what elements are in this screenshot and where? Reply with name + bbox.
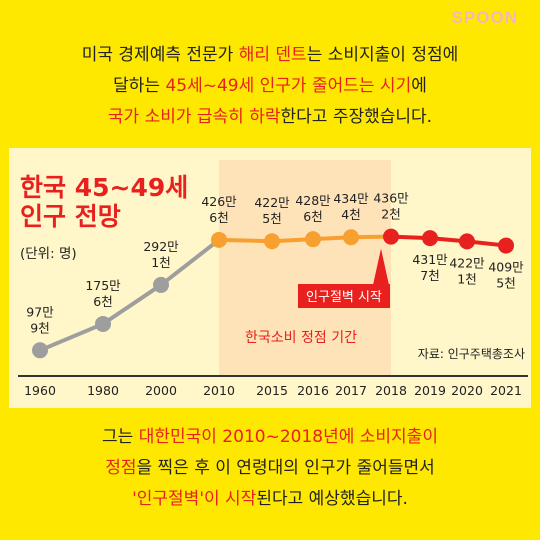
point-label-2019-a: 431만 bbox=[412, 252, 448, 267]
x-tick-1960: 1960 bbox=[24, 383, 56, 398]
data-point-1980 bbox=[95, 315, 111, 332]
x-tick-2017: 2017 bbox=[335, 383, 367, 398]
point-label-2010-b: 6천 bbox=[209, 210, 228, 225]
data-point-1960 bbox=[32, 342, 48, 359]
spoon-logo: SPOON bbox=[451, 8, 518, 27]
data-point-2020 bbox=[459, 233, 475, 250]
point-label-2021-a: 409만 bbox=[488, 260, 524, 275]
highlight-text: 국가 소비가 급속히 하락 bbox=[107, 107, 281, 127]
source-label: 자료: 인구주택총조사 bbox=[418, 347, 525, 361]
x-tick-2016: 2016 bbox=[297, 383, 329, 398]
point-label-2021-b: 5천 bbox=[496, 276, 515, 291]
x-tick-2015: 2015 bbox=[256, 383, 288, 398]
data-point-2015 bbox=[264, 233, 280, 250]
chart-title-line-1: 한국 45~49세 bbox=[20, 173, 188, 202]
body-text: 을 찍은 후 이 연령대의 인구가 줄어들면서 bbox=[136, 458, 435, 478]
outro-text: 그는 대한민국이 2010~2018년에 소비지출이 정점을 찍은 후 이 연령… bbox=[0, 422, 540, 515]
data-point-2018 bbox=[383, 228, 399, 245]
x-tick-2000: 2000 bbox=[145, 383, 177, 398]
unit-label: (단위: 명) bbox=[20, 246, 77, 262]
x-tick-2010: 2010 bbox=[203, 383, 235, 398]
peak-period-label: 한국소비 정점 기간 bbox=[245, 330, 357, 346]
intro-text: 미국 경제예측 전문가 해리 덴트는 소비지출이 정점에 달하는 45세~49세… bbox=[0, 40, 540, 133]
point-label-2018-b: 2천 bbox=[381, 207, 400, 222]
point-label-2017-a: 434만 bbox=[333, 191, 369, 206]
point-label-2018-a: 436만 bbox=[373, 191, 409, 206]
highlight-text: 45세~49세 인구가 줄어드는 시기 bbox=[165, 76, 412, 96]
peak-period-band bbox=[219, 160, 391, 376]
body-text: 된다고 예상했습니다. bbox=[256, 489, 408, 509]
point-label-1960-b: 9천 bbox=[30, 320, 49, 335]
point-label-2010-a: 426만 bbox=[201, 194, 237, 209]
body-text: 미국 경제예측 전문가 bbox=[81, 45, 239, 65]
highlight-text: 대한민국이 2010~2018년에 소비지출이 bbox=[138, 427, 438, 447]
point-label-2000-a: 292만 bbox=[143, 239, 179, 254]
intro-line-1: 미국 경제예측 전문가 해리 덴트는 소비지출이 정점에 bbox=[0, 40, 540, 71]
body-text: 달하는 bbox=[113, 76, 166, 96]
data-point-2010 bbox=[211, 231, 227, 248]
chart-title-line-2: 인구 전망 bbox=[20, 202, 121, 231]
point-label-1980-a: 175만 bbox=[85, 278, 121, 293]
point-label-2016-b: 6천 bbox=[303, 209, 322, 224]
point-label-2019-b: 7천 bbox=[420, 268, 439, 283]
point-label-2020-b: 1천 bbox=[457, 271, 476, 286]
point-label-2015-a: 422만 bbox=[254, 195, 290, 210]
data-point-2019 bbox=[422, 230, 438, 247]
outro-line-2: 정점을 찍은 후 이 연령대의 인구가 줄어들면서 bbox=[0, 453, 540, 484]
point-label-2017-b: 4천 bbox=[341, 207, 360, 222]
point-label-2016-a: 428만 bbox=[295, 193, 331, 208]
callout-box bbox=[298, 284, 390, 308]
data-point-2000 bbox=[153, 276, 169, 293]
x-tick-2019: 2019 bbox=[414, 383, 446, 398]
x-tick-2018: 2018 bbox=[375, 383, 407, 398]
data-point-2021 bbox=[498, 237, 514, 254]
highlight-text: '인구절벽'이 시작 bbox=[132, 489, 257, 509]
x-tick-2020: 2020 bbox=[451, 383, 483, 398]
body-text: 그는 bbox=[102, 427, 139, 447]
data-point-2017 bbox=[343, 229, 359, 246]
point-label-2015-b: 5천 bbox=[262, 211, 281, 226]
intro-line-2: 달하는 45세~49세 인구가 줄어드는 시기에 bbox=[0, 71, 540, 102]
body-text: 는 소비지출이 정점에 bbox=[306, 45, 459, 65]
intro-line-3: 국가 소비가 급속히 하락한다고 주장했습니다. bbox=[0, 102, 540, 133]
callout-pointer bbox=[373, 248, 389, 285]
data-point-2016 bbox=[305, 231, 321, 248]
highlight-text: 정점 bbox=[105, 458, 137, 478]
point-label-2020-a: 422만 bbox=[449, 255, 485, 270]
outro-line-1: 그는 대한민국이 2010~2018년에 소비지출이 bbox=[0, 422, 540, 453]
point-label-2000-b: 1천 bbox=[151, 255, 170, 270]
series-line-2018-2021 bbox=[390, 234, 507, 248]
callout-label: 인구절벽 시작 bbox=[306, 290, 382, 305]
x-tick-2021: 2021 bbox=[490, 383, 522, 398]
x-tick-1980: 1980 bbox=[87, 383, 119, 398]
body-text: 에 bbox=[411, 76, 427, 96]
series-line-1960-2010 bbox=[39, 238, 221, 353]
highlight-text: 해리 덴트 bbox=[238, 45, 307, 65]
outro-line-3: '인구절벽'이 시작된다고 예상했습니다. bbox=[0, 484, 540, 515]
point-label-1980-b: 6천 bbox=[93, 294, 112, 309]
body-text: 한다고 주장했습니다. bbox=[280, 107, 433, 127]
point-label-1960-a: 97만 bbox=[26, 304, 54, 319]
